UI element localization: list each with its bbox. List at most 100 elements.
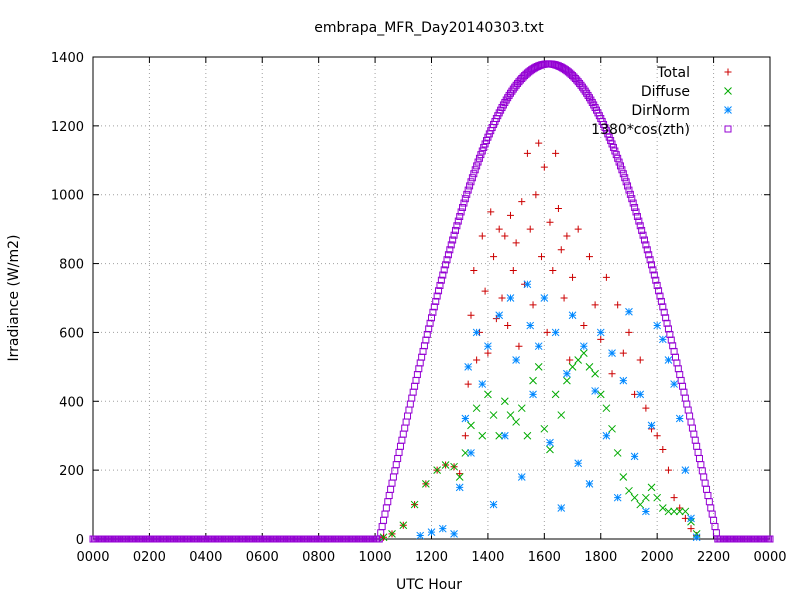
dirnorm-point bbox=[534, 342, 543, 351]
cos-zth-point bbox=[615, 158, 623, 166]
cos-zth-point bbox=[700, 473, 708, 481]
dirnorm-point bbox=[557, 504, 566, 512]
cos-zth-point bbox=[443, 256, 451, 264]
cos-zth-point bbox=[691, 436, 699, 444]
dirnorm-point bbox=[464, 363, 473, 371]
x-tick-label: 2000 bbox=[641, 550, 674, 565]
y-axis-label: Irradiance (W/m2) bbox=[6, 235, 22, 362]
cos-zth-point bbox=[657, 297, 665, 305]
dirnorm-point bbox=[529, 390, 537, 399]
cos-zth-point bbox=[432, 297, 440, 305]
y-tick-label: 0 bbox=[76, 533, 84, 548]
cos-zth-point bbox=[470, 170, 478, 178]
cos-zth-point bbox=[670, 347, 678, 355]
cos-zth-point bbox=[460, 199, 468, 207]
legend-marker-total bbox=[724, 68, 732, 76]
total-point bbox=[557, 246, 565, 254]
cos-zth-point bbox=[648, 261, 656, 269]
cos-zth-point bbox=[707, 504, 715, 512]
cos-zth-point bbox=[450, 231, 458, 239]
total-point bbox=[636, 356, 644, 364]
total-point bbox=[642, 404, 650, 412]
cos-zth-point bbox=[477, 151, 485, 159]
dirnorm-point bbox=[658, 335, 667, 344]
cos-zth-point bbox=[667, 336, 675, 344]
cos-zth-point bbox=[411, 382, 419, 390]
total-point bbox=[467, 311, 475, 319]
total-point bbox=[473, 356, 481, 364]
legend-marker-cos-zth bbox=[724, 125, 732, 133]
cos-zth-point bbox=[409, 388, 417, 396]
cos-zth-point bbox=[389, 473, 397, 481]
cos-zth-point bbox=[628, 195, 636, 203]
cos-zth-point bbox=[633, 212, 641, 220]
diffuse-point bbox=[529, 376, 537, 385]
x-tick-label: 0800 bbox=[302, 550, 335, 565]
cos-zth-point bbox=[437, 276, 445, 284]
x-axis-label: UTC Hour bbox=[396, 577, 462, 593]
total-point bbox=[515, 342, 523, 350]
total-point bbox=[574, 225, 582, 233]
cos-zth-point bbox=[655, 287, 663, 295]
cos-zth-point bbox=[646, 256, 654, 264]
dirnorm-point bbox=[579, 342, 588, 351]
cos-zth-point bbox=[381, 510, 389, 518]
diffuse-point bbox=[568, 363, 577, 371]
diffuse-point bbox=[540, 424, 549, 433]
diffuse-point bbox=[647, 483, 656, 492]
diffuse-point bbox=[461, 449, 470, 457]
total-point bbox=[619, 349, 627, 357]
cos-zth-point bbox=[418, 353, 426, 361]
total-point bbox=[543, 328, 551, 336]
total-point bbox=[602, 273, 610, 281]
total-point bbox=[535, 139, 543, 147]
cos-zth-point bbox=[710, 516, 718, 524]
y-axis-ticks: 0 200 400 600 800 1000 1200 1400 bbox=[51, 51, 770, 548]
diffuse-point bbox=[608, 424, 616, 433]
x-tick-label: 1600 bbox=[528, 550, 561, 565]
cos-zth-point bbox=[659, 303, 667, 311]
x-tick-label: 1400 bbox=[471, 550, 504, 565]
total-point bbox=[461, 432, 469, 440]
dirnorm-point bbox=[636, 390, 645, 399]
diffuse-point bbox=[399, 521, 408, 530]
cos-zth-point bbox=[638, 226, 646, 234]
cos-zth-point bbox=[622, 178, 630, 186]
diffuse-point bbox=[630, 493, 639, 502]
cos-zth-point bbox=[625, 186, 633, 194]
cos-zth-point bbox=[683, 400, 691, 408]
total-point bbox=[591, 301, 599, 309]
diffuse-point bbox=[675, 507, 684, 516]
total-point bbox=[664, 466, 672, 474]
total-point bbox=[560, 294, 568, 302]
cos-zth-point bbox=[674, 365, 682, 373]
cos-zth-point bbox=[398, 436, 406, 444]
cos-zth-point bbox=[704, 492, 712, 500]
cos-zth-point bbox=[687, 418, 695, 426]
dirnorm-point bbox=[427, 528, 436, 536]
cos-zth-point bbox=[454, 217, 462, 225]
cos-zth-point bbox=[672, 353, 680, 361]
cos-zth-point bbox=[649, 266, 657, 274]
cos-zth-point bbox=[461, 195, 469, 203]
diffuse-point bbox=[422, 480, 430, 488]
total-point bbox=[518, 198, 526, 206]
cos-zth-point bbox=[621, 174, 629, 182]
cos-zth-point bbox=[676, 371, 684, 379]
diffuse-point bbox=[636, 500, 645, 509]
total-point bbox=[580, 322, 588, 330]
total-point bbox=[481, 287, 489, 295]
total-point bbox=[585, 253, 593, 261]
y-tick-label: 1400 bbox=[51, 51, 84, 66]
cos-zth-point bbox=[686, 412, 694, 420]
cos-zth-point bbox=[466, 182, 474, 190]
cos-zth-point bbox=[404, 412, 412, 420]
legend-label-dirnorm: DirNorm bbox=[631, 103, 690, 119]
total-point bbox=[566, 356, 574, 364]
diffuse-point bbox=[450, 462, 458, 471]
cos-zth-point bbox=[402, 418, 410, 426]
total-point bbox=[512, 239, 520, 247]
cos-zth-point bbox=[385, 492, 393, 500]
dirnorm-point bbox=[692, 533, 701, 542]
cos-zth-point bbox=[626, 190, 634, 198]
